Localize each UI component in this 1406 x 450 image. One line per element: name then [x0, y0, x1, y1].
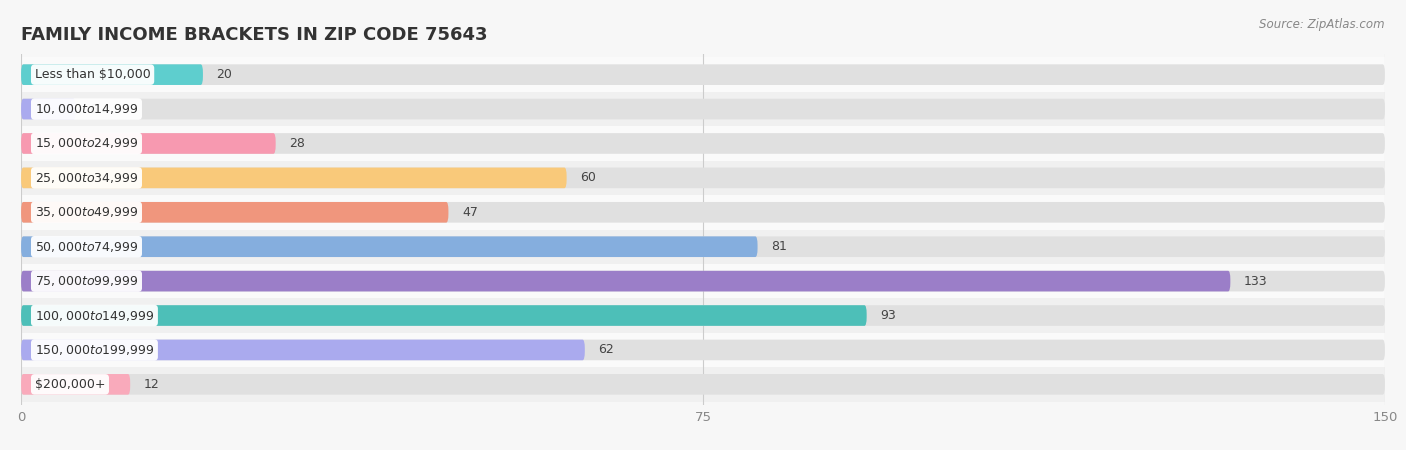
- FancyBboxPatch shape: [21, 133, 1385, 154]
- Bar: [21, 230, 1385, 264]
- FancyBboxPatch shape: [21, 133, 276, 154]
- Text: Source: ZipAtlas.com: Source: ZipAtlas.com: [1260, 18, 1385, 31]
- FancyBboxPatch shape: [21, 202, 1385, 223]
- Text: 6: 6: [90, 103, 97, 116]
- FancyBboxPatch shape: [21, 64, 202, 85]
- Text: 81: 81: [772, 240, 787, 253]
- Text: 20: 20: [217, 68, 232, 81]
- Bar: [21, 264, 1385, 298]
- Text: $35,000 to $49,999: $35,000 to $49,999: [35, 205, 138, 219]
- FancyBboxPatch shape: [21, 374, 131, 395]
- Text: $150,000 to $199,999: $150,000 to $199,999: [35, 343, 155, 357]
- FancyBboxPatch shape: [21, 236, 1385, 257]
- Text: $10,000 to $14,999: $10,000 to $14,999: [35, 102, 138, 116]
- Text: $25,000 to $34,999: $25,000 to $34,999: [35, 171, 138, 185]
- FancyBboxPatch shape: [21, 99, 1385, 119]
- FancyBboxPatch shape: [21, 340, 585, 360]
- Text: $50,000 to $74,999: $50,000 to $74,999: [35, 240, 138, 254]
- Text: FAMILY INCOME BRACKETS IN ZIP CODE 75643: FAMILY INCOME BRACKETS IN ZIP CODE 75643: [21, 26, 488, 44]
- Text: 133: 133: [1244, 274, 1268, 288]
- Text: 93: 93: [880, 309, 896, 322]
- Bar: [21, 367, 1385, 401]
- Text: $100,000 to $149,999: $100,000 to $149,999: [35, 309, 155, 323]
- FancyBboxPatch shape: [21, 374, 1385, 395]
- Bar: [21, 126, 1385, 161]
- Bar: [21, 58, 1385, 92]
- Text: $15,000 to $24,999: $15,000 to $24,999: [35, 136, 138, 150]
- FancyBboxPatch shape: [21, 167, 567, 188]
- Text: Less than $10,000: Less than $10,000: [35, 68, 150, 81]
- Text: $200,000+: $200,000+: [35, 378, 105, 391]
- Text: 28: 28: [290, 137, 305, 150]
- Text: 12: 12: [143, 378, 160, 391]
- Bar: [21, 92, 1385, 126]
- FancyBboxPatch shape: [21, 236, 758, 257]
- FancyBboxPatch shape: [21, 167, 1385, 188]
- FancyBboxPatch shape: [21, 340, 1385, 360]
- FancyBboxPatch shape: [21, 271, 1230, 292]
- FancyBboxPatch shape: [21, 64, 1385, 85]
- FancyBboxPatch shape: [21, 305, 1385, 326]
- Text: 62: 62: [599, 343, 614, 356]
- Bar: [21, 298, 1385, 333]
- FancyBboxPatch shape: [21, 99, 76, 119]
- FancyBboxPatch shape: [21, 271, 1385, 292]
- Bar: [21, 161, 1385, 195]
- FancyBboxPatch shape: [21, 305, 866, 326]
- FancyBboxPatch shape: [21, 202, 449, 223]
- Text: 47: 47: [463, 206, 478, 219]
- Text: $75,000 to $99,999: $75,000 to $99,999: [35, 274, 138, 288]
- Bar: [21, 333, 1385, 367]
- Bar: [21, 195, 1385, 230]
- Text: 60: 60: [581, 171, 596, 184]
